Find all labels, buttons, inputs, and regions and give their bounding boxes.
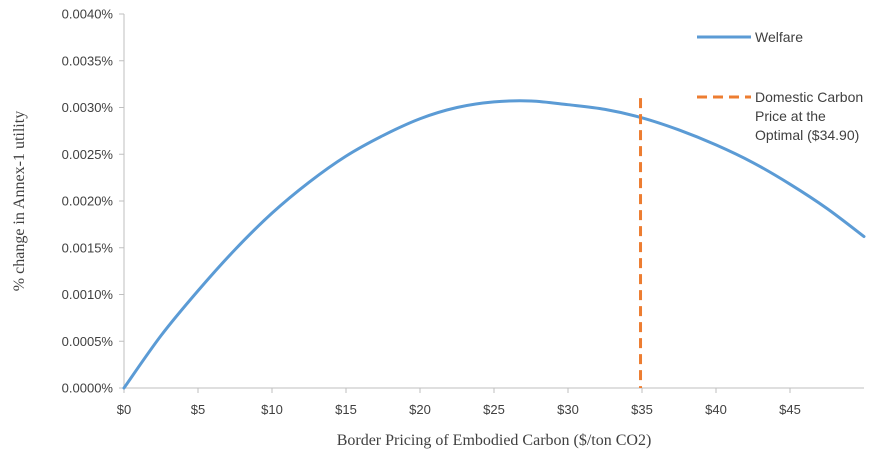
y-tick-label: 0.0035%: [62, 53, 114, 68]
y-tick-label: 0.0015%: [62, 240, 114, 255]
y-tick-label: 0.0025%: [62, 147, 114, 162]
x-tick-label: $35: [631, 402, 653, 417]
y-tick-label: 0.0040%: [62, 7, 114, 22]
legend: Welfare Domestic Carbon Price at the Optima…: [697, 29, 863, 143]
x-tick-label: $10: [261, 402, 283, 417]
legend-label-domestic-carbon-price: Optimal ($34.90): [755, 127, 859, 143]
y-tick-label: 0.0020%: [62, 194, 114, 209]
y-axis-title: % change in Annex-1 utility: [11, 111, 28, 291]
y-tick-label: 0.0000%: [62, 381, 114, 396]
y-tick-label: 0.0010%: [62, 287, 114, 302]
plot-area: [122, 98, 866, 390]
x-tick-label: $45: [779, 402, 801, 417]
legend-label-welfare: Welfare: [755, 29, 803, 45]
y-axis: 0.0000% 0.0005% 0.0010% 0.0015% 0.0020% 0.002…: [62, 7, 125, 396]
x-tick-label: $25: [483, 402, 505, 417]
x-tick-label: $15: [335, 402, 357, 417]
x-axis-title: Border Pricing of Embodied Carbon ($/ton…: [337, 432, 652, 449]
series-line-welfare: [122, 99, 866, 390]
x-tick-label: $30: [557, 402, 579, 417]
legend-label-domestic-carbon-price: Domestic Carbon: [755, 89, 863, 105]
y-tick-label: 0.0005%: [62, 334, 114, 349]
x-tick-label: $0: [117, 402, 131, 417]
legend-label-domestic-carbon-price: Price at the: [755, 108, 826, 124]
x-tick-label: $40: [705, 402, 727, 417]
x-tick-label: $5: [191, 402, 205, 417]
y-tick-label: 0.0030%: [62, 100, 114, 115]
x-tick-label: $20: [409, 402, 431, 417]
x-axis: $0 $5 $10 $15 $20 $25 $30 $35 $40 $45: [117, 387, 864, 417]
